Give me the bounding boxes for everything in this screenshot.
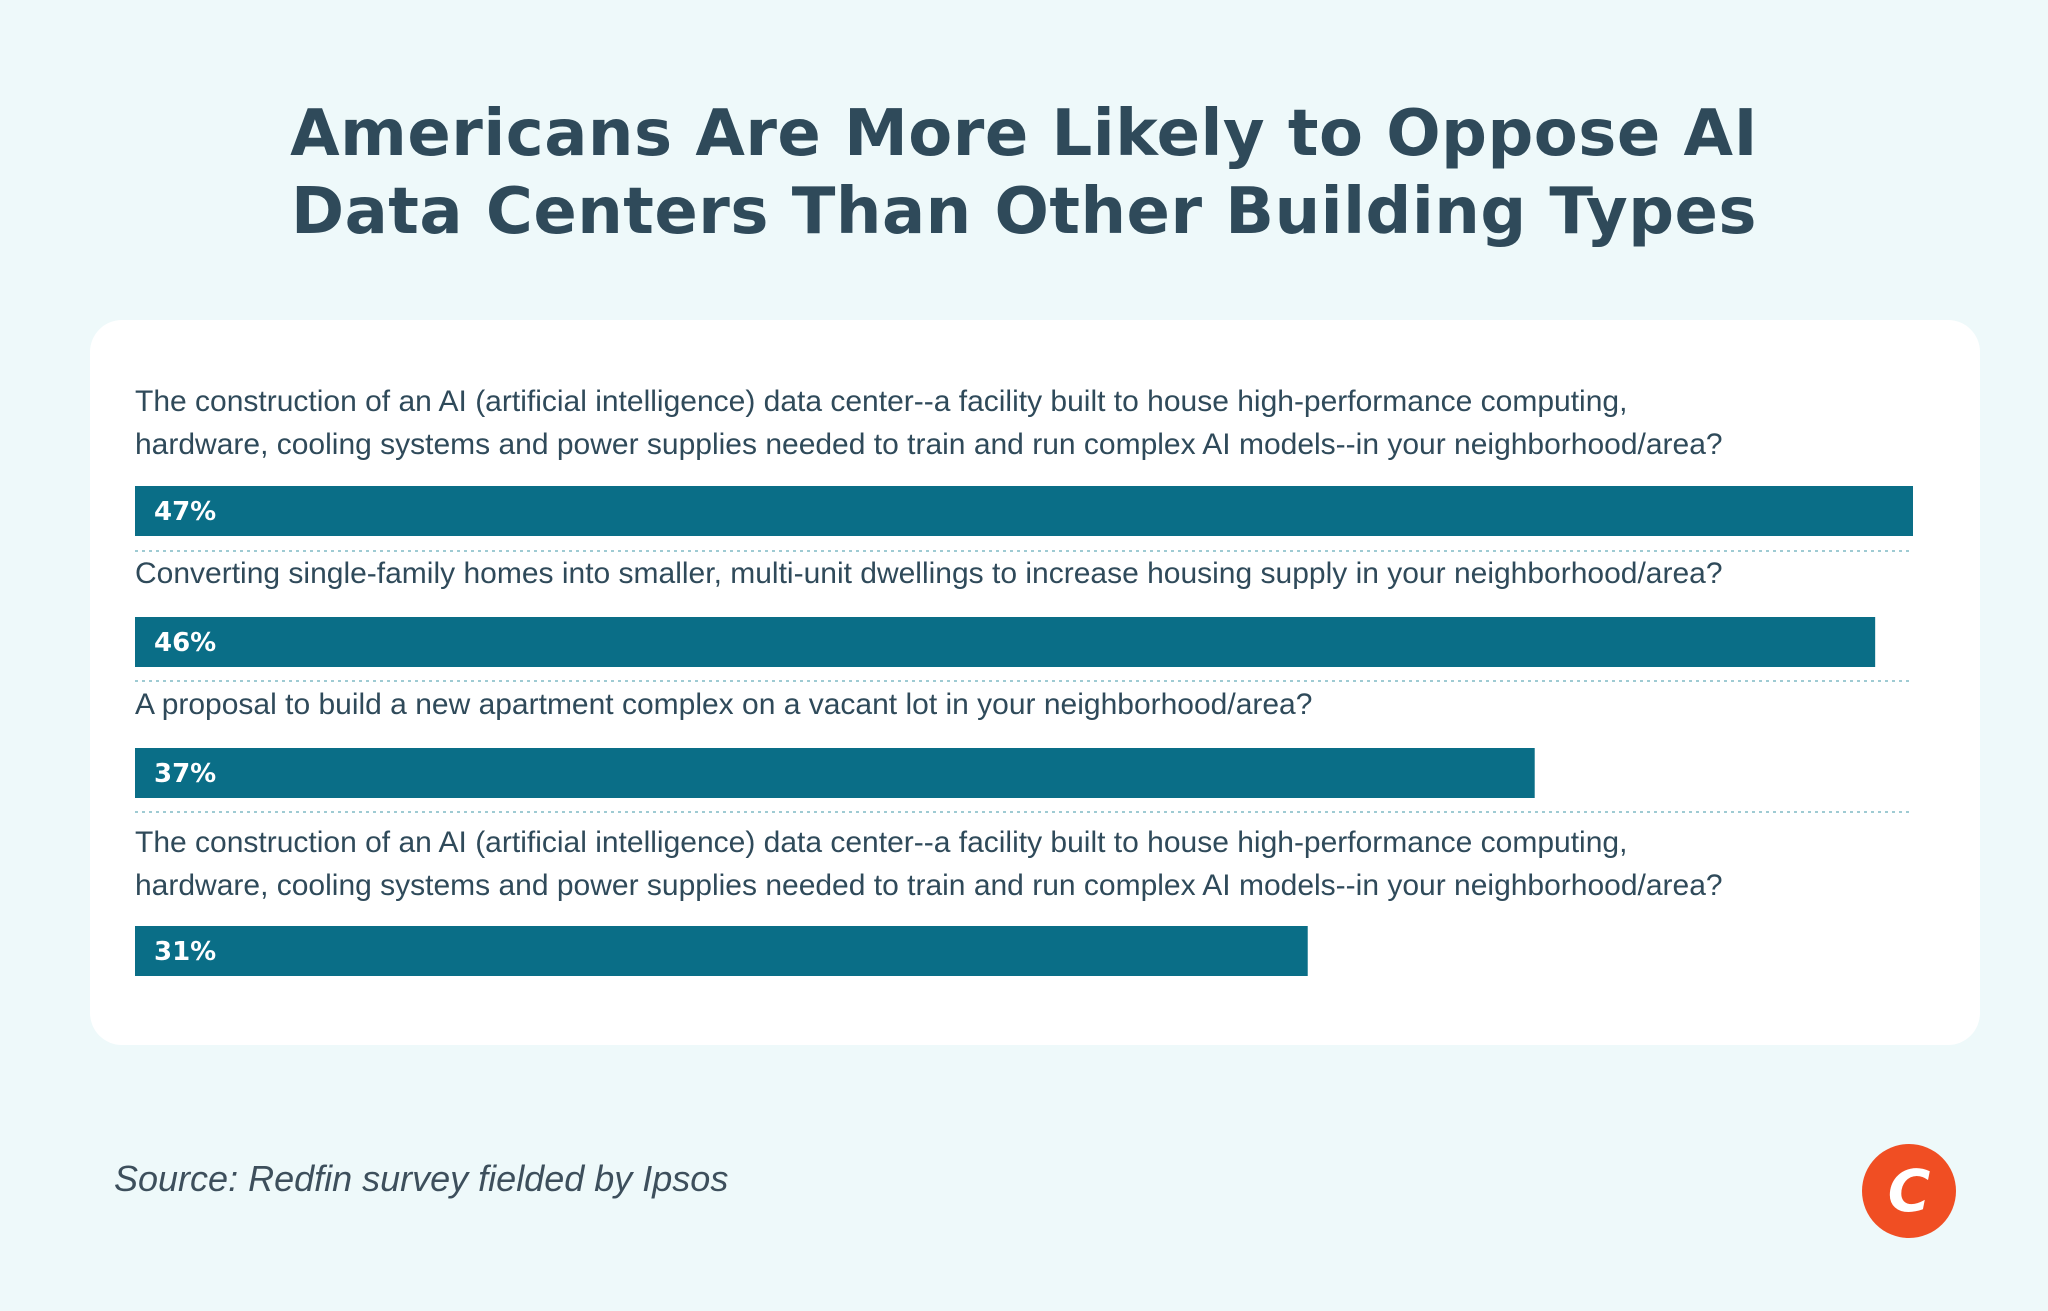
category-label: A proposal to build a new apartment comp… xyxy=(135,688,1312,721)
bar-chart: The construction of an AI (artificial in… xyxy=(135,385,1913,976)
c-logo-icon: C xyxy=(1862,1144,1956,1238)
data-label: 47% xyxy=(154,497,216,527)
data-label: 31% xyxy=(154,937,216,967)
chart-title: Americans Are More Likely to Oppose AI D… xyxy=(0,95,2048,251)
bar xyxy=(135,486,1913,536)
data-label: 46% xyxy=(154,628,216,658)
category-label: Converting single-family homes into smal… xyxy=(135,557,1723,590)
data-label: 37% xyxy=(154,759,216,789)
chart-title-line-1: Americans Are More Likely to Oppose AI xyxy=(290,97,1758,171)
source-note: Source: Redfin survey fielded by Ipsos xyxy=(114,1158,729,1199)
bar-group: A proposal to build a new apartment comp… xyxy=(135,688,1913,813)
category-label: The construction of an AI (artificial in… xyxy=(135,385,1627,418)
c-logo-glyph: C xyxy=(1888,1157,1931,1225)
bar-group: The construction of an AI (artificial in… xyxy=(135,385,1913,552)
bar xyxy=(135,926,1308,976)
bar-group: The construction of an AI (artificial in… xyxy=(135,826,1723,976)
chart-title-line-2: Data Centers Than Other Building Types xyxy=(290,175,1758,249)
chart-card: The construction of an AI (artificial in… xyxy=(90,320,1980,1045)
bar xyxy=(135,617,1876,667)
logo-letter: C xyxy=(1888,1157,1931,1225)
bar-group: Converting single-family homes into smal… xyxy=(135,557,1913,682)
bar xyxy=(135,748,1535,798)
category-label: hardware, cooling systems and power supp… xyxy=(135,428,1723,461)
category-label: The construction of an AI (artificial in… xyxy=(135,826,1627,859)
category-label: hardware, cooling systems and power supp… xyxy=(135,869,1723,902)
